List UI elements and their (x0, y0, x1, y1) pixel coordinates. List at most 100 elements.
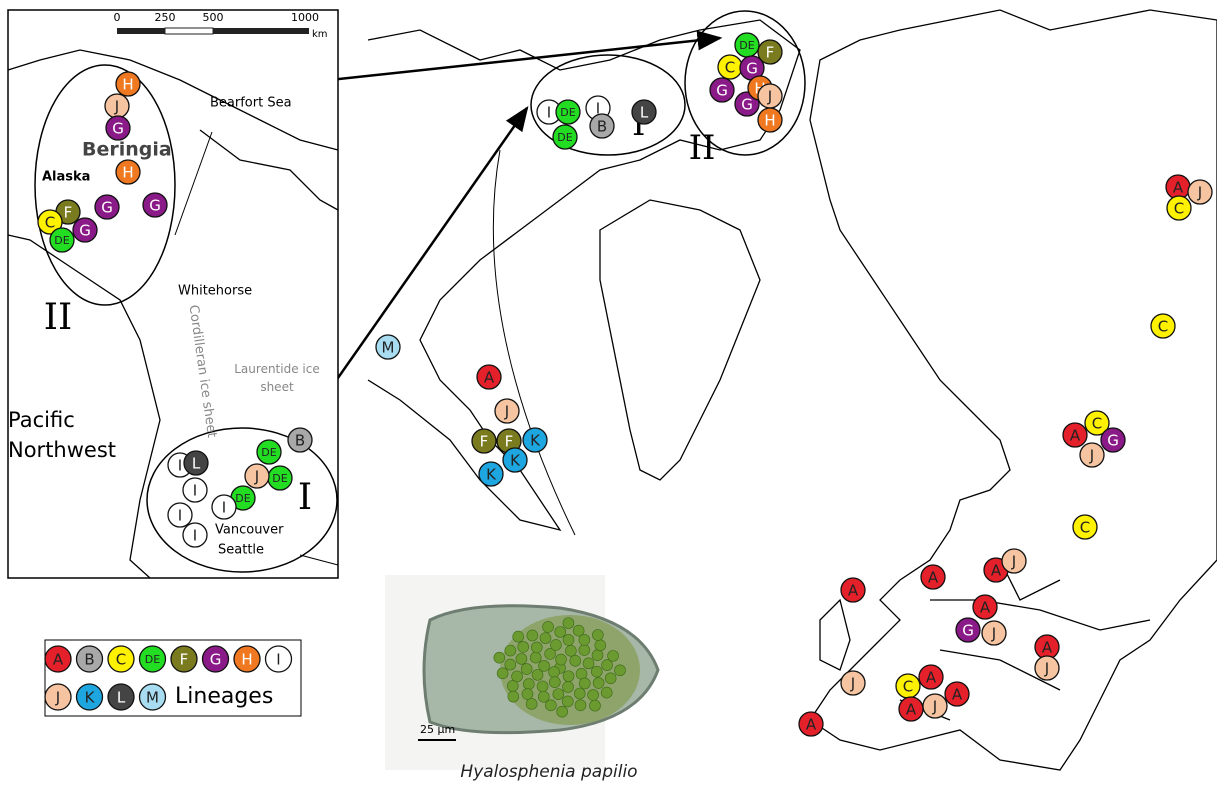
lineage-label: I (193, 527, 197, 545)
lineage-label: J (1011, 553, 1016, 571)
lineage-label: DE (557, 131, 572, 144)
micrograph (385, 575, 658, 770)
lineage-label: J (254, 468, 259, 486)
place-label: Vancouver (215, 523, 284, 538)
lineage-label: K (510, 452, 521, 470)
lineage-label: H (122, 164, 133, 182)
place-label: Alaska (42, 170, 90, 185)
lineage-label: C (903, 678, 913, 696)
lineage-label: C (1158, 318, 1168, 336)
lineage-label: C (45, 214, 55, 232)
place-label-box: Laurentide ice sheet (232, 360, 322, 400)
lineage-label: G (746, 60, 758, 78)
lineage-label: J (1089, 447, 1094, 465)
lineage-label: C (1092, 415, 1102, 433)
lineage-label: J (850, 675, 855, 693)
lineage-label: G (962, 622, 974, 640)
place-label: Whitehorse (178, 284, 252, 299)
lineage-label: K (85, 689, 96, 707)
lineage-label: G (741, 96, 753, 114)
lineage-label: J (1197, 184, 1202, 202)
lineage-label: A (991, 562, 1002, 580)
lineage-label: DE (145, 653, 160, 666)
lineage-label: J (55, 689, 60, 707)
lineage-label: I (178, 457, 182, 475)
lineage-label: C (1174, 200, 1184, 218)
photo-caption: Hyalosphenia papilio (460, 762, 637, 782)
place-label: Beringia (82, 139, 172, 161)
lineage-label: A (1042, 639, 1053, 657)
lineage-label: A (484, 369, 495, 387)
lineage-label: B (84, 651, 94, 669)
lineage-label: A (928, 569, 939, 587)
scale-bar (117, 28, 309, 34)
lineage-label: I (276, 651, 280, 669)
lineage-label: C (116, 651, 126, 669)
scale-label: 0 (114, 11, 121, 24)
lineage-label: G (112, 120, 124, 138)
lineage-label: A (1173, 179, 1184, 197)
connector (493, 150, 575, 535)
lineage-label: A (906, 701, 917, 719)
lineage-label: L (640, 104, 649, 122)
lineage-label: J (767, 88, 772, 106)
lineage-label: F (64, 204, 73, 222)
lineage-label: B (597, 118, 607, 136)
lineage-label: I (222, 499, 226, 517)
lineage-label: H (764, 112, 775, 130)
roman-label: II (689, 128, 716, 168)
lineage-label: DE (739, 39, 754, 52)
lineage-label: J (991, 625, 996, 643)
lineage-label: G (716, 82, 728, 100)
place-label-box: Pacific Northwest (8, 405, 148, 475)
place-label: Bearfort Sea (210, 96, 292, 111)
lineage-label: DE (54, 234, 69, 247)
lineage-label: M (146, 689, 159, 707)
lineage-label: L (192, 455, 201, 473)
lineage-label: I (547, 104, 551, 122)
place-label: Laurentide ice sheet (232, 360, 322, 396)
photo-scale: 25 µm (420, 723, 455, 736)
lineage-label: A (53, 651, 64, 669)
lineage-label: I (193, 482, 197, 500)
lineage-label: A (952, 686, 963, 704)
lineage-label: H (122, 76, 133, 94)
lineage-label: K (530, 432, 541, 450)
lineage-label: F (180, 651, 189, 669)
place-label: Seattle (218, 543, 264, 558)
lineage-label: J (504, 403, 509, 421)
lineage-label: C (725, 59, 735, 77)
lineage-label: C (1080, 519, 1090, 537)
legend-title: Lineages (175, 684, 273, 709)
lineage-label: DE (235, 492, 250, 505)
lineage-label: F (480, 433, 489, 451)
lineage-label: A (1070, 427, 1081, 445)
lineage-label: J (932, 698, 937, 716)
lineage-label: A (980, 599, 991, 617)
lineage-label: DE (272, 472, 287, 485)
lineage-label: H (241, 651, 252, 669)
lineage-label: J (114, 98, 119, 116)
lineage-label: F (766, 44, 775, 62)
lineage-label: G (79, 222, 91, 240)
place-label: Pacific Northwest (8, 405, 148, 465)
figure: I II 0 250 500 1000 km Bearfort Sea Beri… (0, 0, 1217, 788)
roman-label: I (298, 477, 312, 518)
scale-unit: km (312, 29, 328, 40)
lineage-label: I (178, 507, 182, 525)
lineage-label: J (1044, 660, 1049, 678)
lineage-label: L (117, 689, 126, 707)
lineage-label: A (926, 669, 937, 687)
lineage-label: DE (261, 446, 276, 459)
scale-label: 1000 (291, 11, 319, 24)
lineage-label: B (295, 432, 305, 450)
scale-label: 250 (155, 11, 176, 24)
lineage-label: A (848, 582, 859, 600)
lineage-label: G (149, 197, 161, 215)
lineage-label: DE (560, 106, 575, 119)
roman-label: II (44, 297, 72, 338)
lineage-label: A (806, 716, 817, 734)
lineage-label: K (486, 466, 497, 484)
lineage-label: G (210, 651, 222, 669)
lineage-label: G (101, 199, 113, 217)
